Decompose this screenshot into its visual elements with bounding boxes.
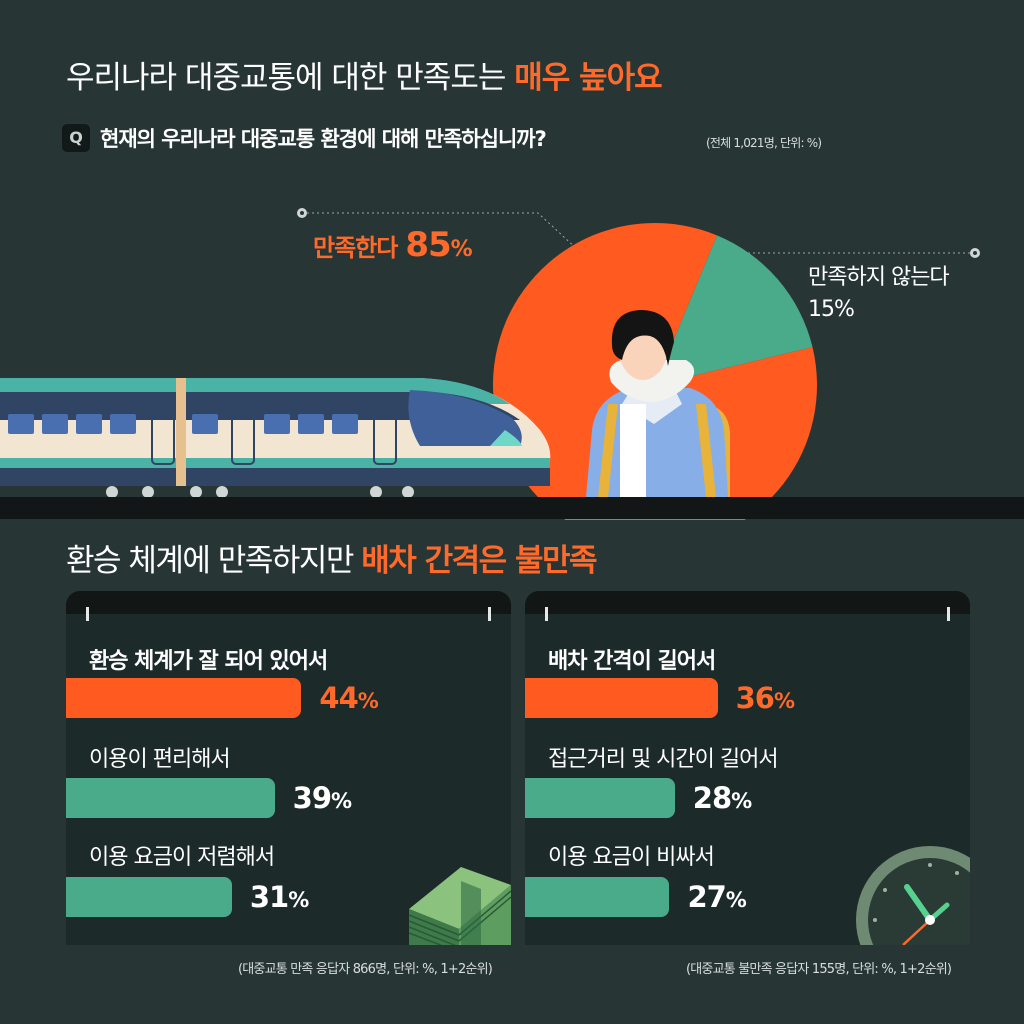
ground-strip: [0, 497, 1024, 519]
bar-value-number: 36: [735, 681, 775, 715]
leader-lines: [302, 212, 975, 254]
clock-illustration: [856, 846, 970, 945]
pie-label-satisfied-text: 만족한다: [313, 234, 398, 262]
bar-value-unit: %: [773, 689, 795, 713]
bar-2: [66, 778, 275, 818]
panel-top-bar: [66, 591, 511, 614]
bar-2: [525, 778, 675, 818]
person-illustration: [586, 310, 730, 497]
panel-dissatisfied-reasons: 배차 간격이 길어서 36% 접근거리 및 시간이 길어서 28% 이용 요금이…: [525, 591, 970, 945]
bar-label-2: 이용이 편리해서: [89, 747, 231, 772]
section2-title-accent: 배차 간격은 불만족: [361, 543, 597, 579]
bar-value-unit: %: [331, 789, 352, 813]
bar-label-3: 이용 요금이 저렴해서: [89, 845, 275, 870]
pie-label-satisfied: 만족한다 85%: [313, 225, 473, 265]
pie-label-dissatisfied-value: 15%: [808, 297, 855, 322]
main-title-accent: 매우 높아요: [514, 60, 662, 96]
main-title-plain: 우리나라 대중교통에 대한 만족도는: [66, 60, 515, 96]
bar-value-number: 44: [319, 681, 358, 715]
bar-label-3: 이용 요금이 비싸서: [548, 845, 715, 870]
pie-label-dissatisfied-text: 만족하지 않는다: [808, 265, 950, 290]
panel-satisfied-reasons: 환승 체계가 잘 되어 있어서 44% 이용이 편리해서 39% 이용 요금이 …: [66, 591, 511, 945]
question-text: 현재의 우리나라 대중교통 환경에 대해 만족하십니까?: [100, 127, 547, 151]
pie-slice-dissatisfied: [655, 235, 813, 385]
bar-3: [66, 877, 232, 917]
panel-top-bar: [525, 591, 970, 614]
panel-tick-right: [488, 607, 491, 621]
bar-value-unit: %: [731, 789, 752, 813]
question-badge: Q: [62, 124, 90, 152]
bar-value-1: 44%: [319, 681, 379, 715]
bar-value-1: 36%: [735, 681, 795, 715]
bar-value-3: 27%: [687, 880, 747, 914]
bar-value-number: 28: [692, 781, 732, 815]
bar-value-2: 28%: [692, 781, 752, 815]
bar-1: [525, 678, 718, 718]
panel-tick-right: [947, 607, 950, 621]
bar-label-2: 접근거리 및 시간이 길어서: [548, 747, 779, 772]
panel-tick-left: [545, 607, 548, 621]
bar-value-unit: %: [725, 888, 747, 912]
footnote-satisfied: (대중교통 만족 응답자 866명, 단위: %, 1+2순위): [238, 962, 493, 977]
main-title: 우리나라 대중교통에 대한 만족도는 매우 높아요: [66, 52, 663, 97]
pie-label-dissatisfied: 만족하지 않는다 15%: [808, 262, 950, 326]
footnote-dissatisfied: (대중교통 불만족 응답자 155명, 단위: %, 1+2순위): [686, 962, 952, 977]
base-note: (전체 1,021명, 단위: %): [706, 136, 822, 150]
pie-label-satisfied-value: 85: [405, 225, 451, 265]
bar-value-2: 39%: [292, 781, 352, 815]
section2-title: 환승 체계에 만족하지만 배차 간격은 불만족: [66, 535, 598, 580]
pie-label-satisfied-pct: %: [450, 237, 473, 262]
bar-value-unit: %: [357, 689, 379, 713]
bar-value-number: 31: [249, 880, 289, 914]
panel-tick-left: [86, 607, 89, 621]
bar-value-unit: %: [288, 888, 309, 912]
bar-label-1: 환승 체계가 잘 되어 있어서: [89, 649, 328, 674]
bar-value-number: 27: [687, 880, 726, 914]
bar-3: [525, 877, 670, 917]
leader-dot-dissatisfied-inner: [973, 251, 977, 255]
bar-value-3: 31%: [249, 880, 309, 914]
bar-value-number: 39: [292, 781, 332, 815]
section2-title-plain: 환승 체계에 만족하지만: [66, 543, 362, 579]
leader-dot-satisfied-inner: [300, 211, 304, 215]
bar-1: [66, 678, 302, 718]
train-illustration: [0, 378, 551, 498]
leader-line-satisfied: [302, 212, 579, 251]
bar-label-1: 배차 간격이 길어서: [548, 649, 716, 674]
pie-chart: [0, 208, 980, 520]
money-illustration: [408, 867, 511, 945]
